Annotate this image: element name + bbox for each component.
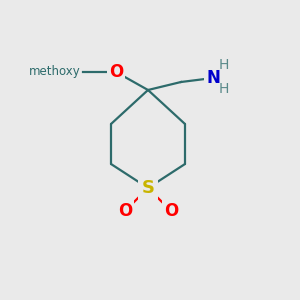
Text: H: H: [219, 82, 229, 96]
Text: O: O: [109, 63, 123, 81]
Text: H: H: [219, 58, 229, 72]
Text: S: S: [142, 179, 154, 197]
Text: O: O: [164, 202, 178, 220]
Text: methoxy: methoxy: [29, 65, 81, 79]
Text: N: N: [206, 69, 220, 87]
Text: O: O: [118, 202, 132, 220]
